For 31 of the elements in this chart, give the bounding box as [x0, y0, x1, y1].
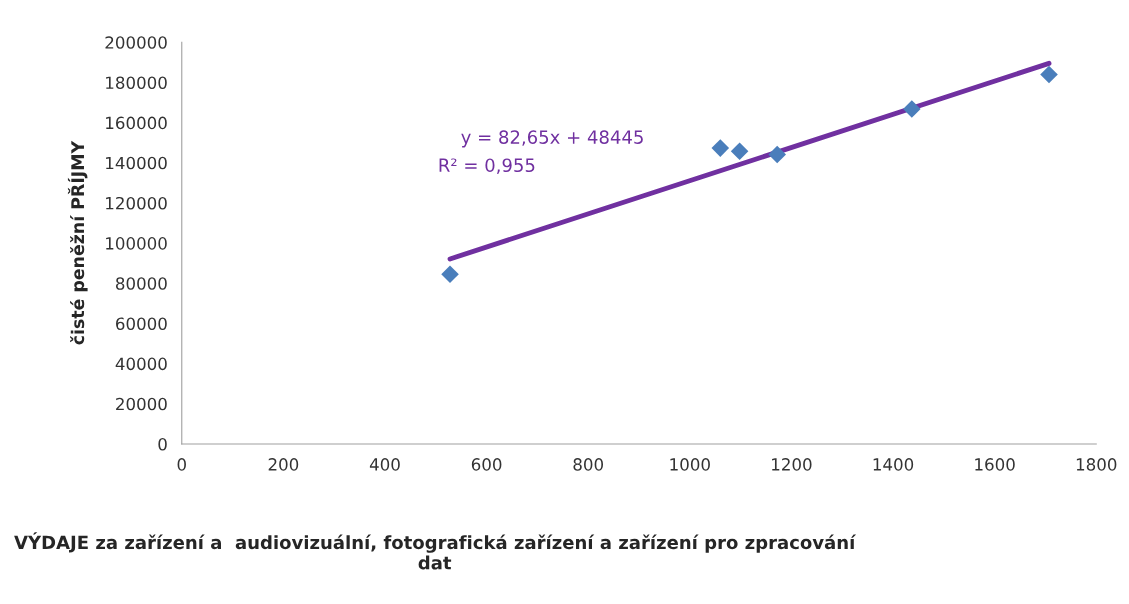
y-tick-label: 40000 — [115, 357, 167, 371]
y-tick-label: 140000 — [106, 156, 167, 170]
y-tick-label: 0 — [158, 437, 167, 451]
y-tick-label: 20000 — [116, 397, 167, 411]
x-tick-label: 0 — [177, 458, 186, 471]
point — [903, 100, 921, 118]
annotation: R² = 0,955 — [439, 158, 535, 174]
y-tick-label: 120000 — [106, 196, 167, 210]
y-tick-label: 60000 — [116, 317, 167, 331]
point — [730, 142, 749, 161]
x-tick-label: 1400 — [873, 458, 914, 471]
point — [1040, 65, 1058, 84]
x-axis-title: VÝDAJE za zařízení a audiovizuální, fotografická zařízení a zařízení pro zpracování dat — [14, 532, 857, 570]
x-tick-label: 800 — [573, 458, 604, 471]
x-tick-label: 600 — [471, 458, 502, 471]
point — [711, 139, 730, 157]
x-tick-label: 1000 — [670, 458, 710, 471]
point — [441, 265, 459, 284]
x-tick-label: 200 — [268, 458, 299, 471]
y-tick-label: 100000 — [106, 237, 167, 250]
y-tick-label: 200000 — [105, 36, 167, 49]
x-tick-label: 1600 — [975, 458, 1015, 471]
y-tick-label: 160000 — [106, 116, 167, 130]
x-tick-label: 1800 — [1076, 458, 1117, 471]
point — [768, 145, 786, 164]
y-axis-title: čisté peněžní PŘÍJMY — [67, 140, 88, 345]
x-tick-label: 1200 — [772, 458, 812, 471]
x-tick-label: 400 — [369, 458, 400, 471]
y-tick-label: 180000 — [106, 76, 167, 90]
annotation: y = 82,65x + 48445 — [461, 130, 643, 148]
y-tick-label: 80000 — [115, 277, 167, 290]
